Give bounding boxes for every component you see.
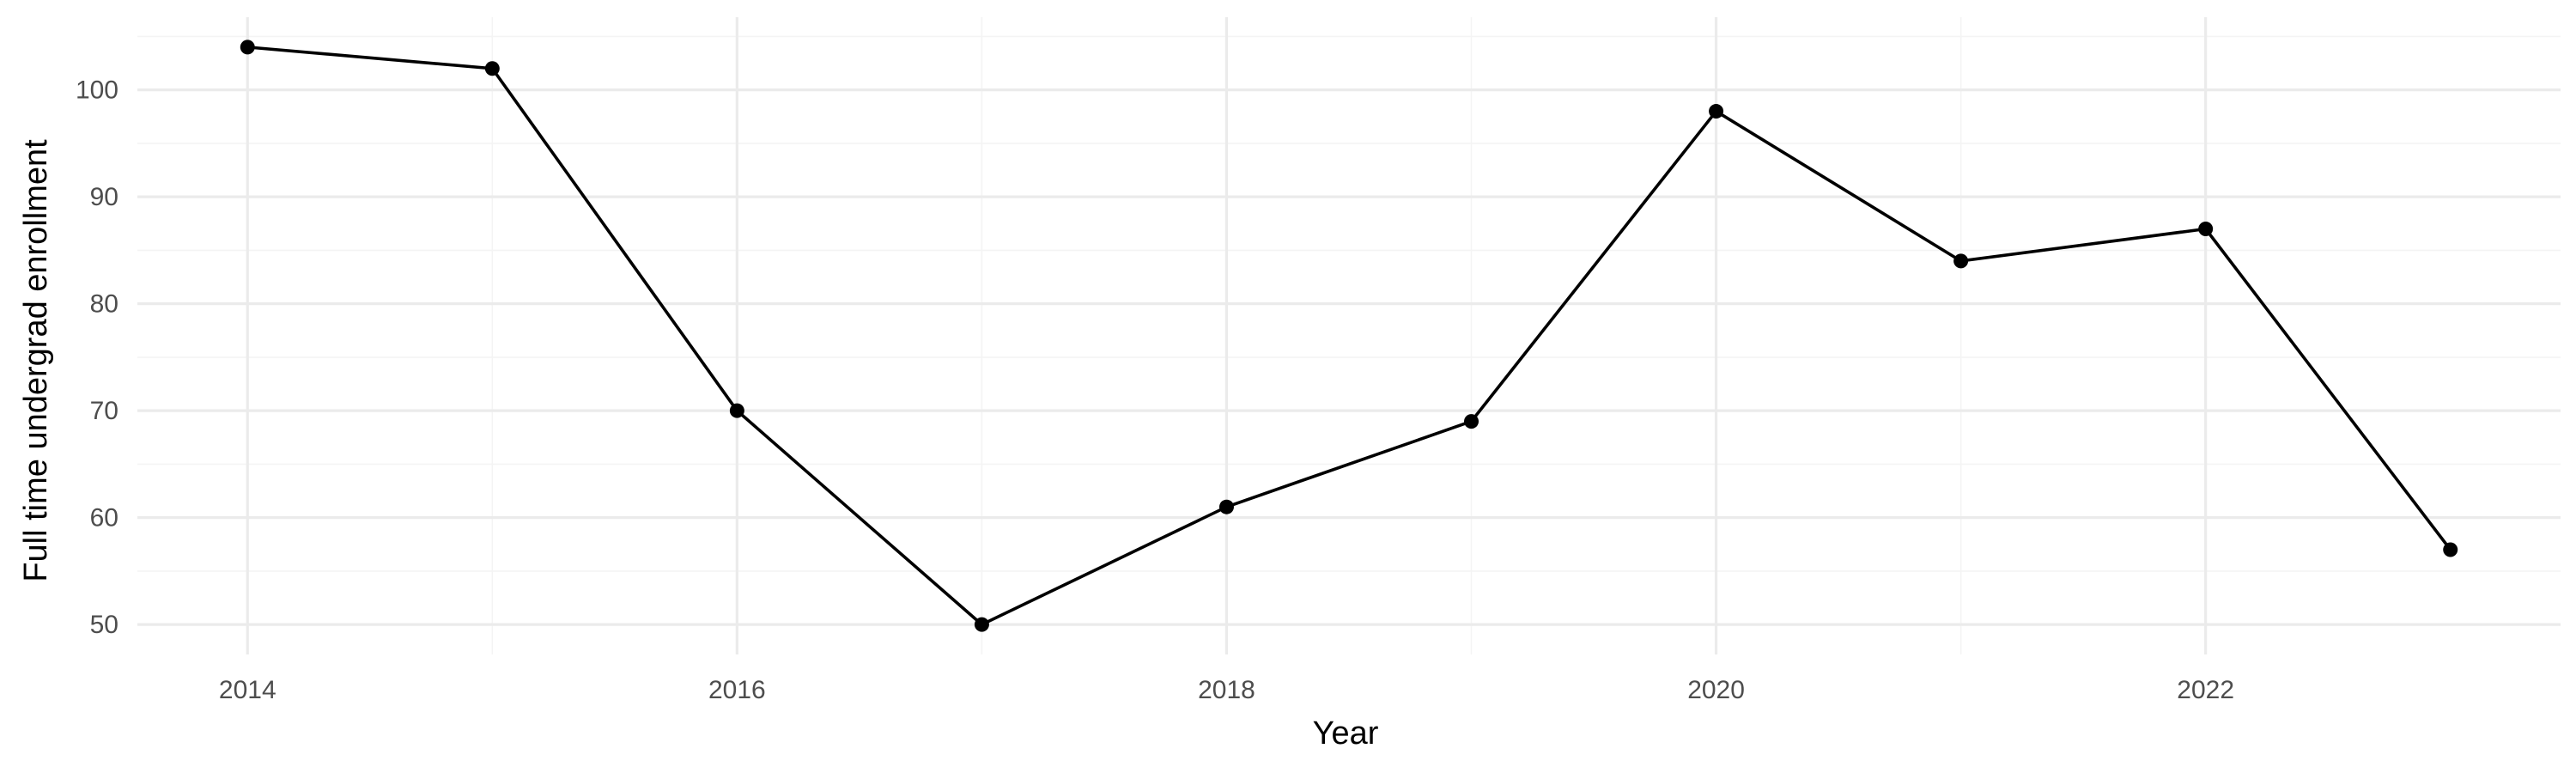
y-tick-label: 100 [76, 76, 118, 105]
x-axis-title: Year [1313, 715, 1379, 752]
data-point [2198, 222, 2214, 237]
y-axis-ticks: 50 60 70 80 90 100 [76, 76, 118, 639]
series-line [246, 46, 2452, 626]
data-point [974, 617, 989, 632]
y-tick-label: 70 [90, 397, 118, 425]
data-point [2443, 542, 2458, 557]
data-point [240, 40, 255, 55]
y-tick-label: 50 [90, 611, 118, 639]
data-point [1709, 104, 1724, 119]
y-tick-label: 60 [90, 504, 118, 533]
x-tick-label: 2014 [219, 676, 276, 704]
x-axis-ticks: 2014 2016 2018 2020 2022 [219, 676, 2234, 704]
y-tick-label: 90 [90, 183, 118, 211]
data-points [240, 40, 2458, 632]
x-tick-label: 2018 [1198, 676, 1255, 704]
data-point [729, 403, 744, 418]
gridlines [137, 17, 2561, 654]
data-point [1464, 414, 1479, 429]
series-layer [246, 46, 2452, 626]
x-tick-label: 2022 [2177, 676, 2234, 704]
x-tick-label: 2016 [708, 676, 766, 704]
x-tick-label: 2020 [1687, 676, 1745, 704]
y-axis-title: Full time undergrad enrollment [18, 139, 54, 582]
data-point [484, 61, 500, 76]
data-point [1953, 253, 1969, 269]
y-tick-label: 80 [90, 290, 118, 319]
data-point [1218, 499, 1234, 514]
